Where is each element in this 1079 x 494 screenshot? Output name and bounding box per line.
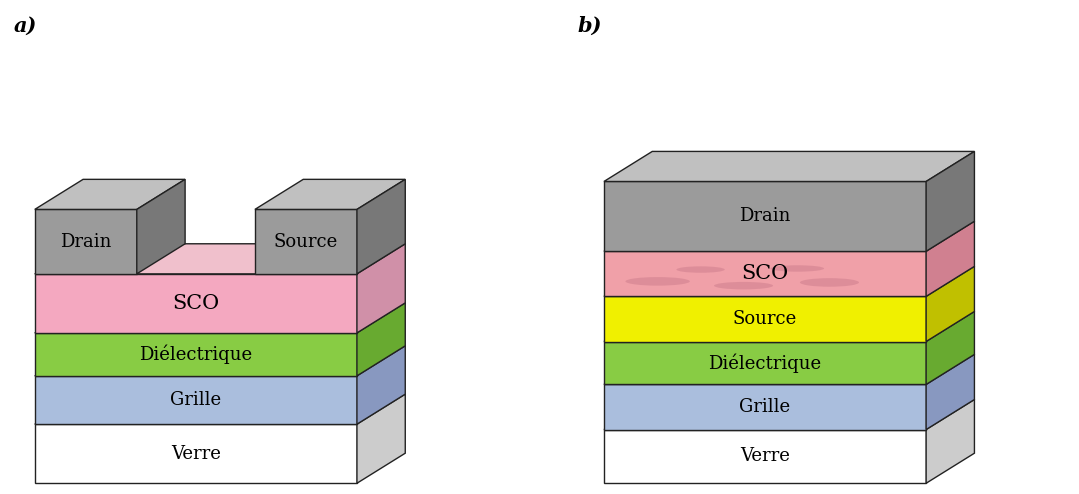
Text: Diélectrique: Diélectrique (139, 345, 252, 364)
Polygon shape (35, 424, 357, 483)
Polygon shape (35, 376, 357, 424)
Polygon shape (35, 303, 406, 333)
Polygon shape (35, 179, 186, 209)
Polygon shape (604, 341, 926, 384)
Text: Source: Source (733, 310, 797, 328)
Polygon shape (604, 152, 974, 181)
Polygon shape (35, 274, 357, 333)
Polygon shape (604, 430, 926, 483)
Polygon shape (35, 209, 137, 274)
Polygon shape (604, 354, 974, 384)
Polygon shape (255, 209, 357, 274)
Polygon shape (35, 394, 406, 424)
Polygon shape (604, 266, 974, 296)
Text: a): a) (13, 16, 37, 36)
Polygon shape (926, 400, 974, 483)
Ellipse shape (714, 282, 773, 289)
Text: Drain: Drain (739, 207, 791, 225)
Ellipse shape (800, 278, 859, 287)
Polygon shape (604, 221, 974, 251)
Polygon shape (604, 400, 974, 430)
Polygon shape (357, 346, 406, 424)
Polygon shape (604, 251, 926, 296)
Polygon shape (926, 221, 974, 296)
Text: Grille: Grille (739, 398, 791, 416)
Text: SCO: SCO (173, 294, 219, 313)
Polygon shape (137, 179, 186, 274)
Polygon shape (926, 266, 974, 341)
Polygon shape (35, 244, 406, 274)
Text: Drain: Drain (60, 233, 111, 250)
Polygon shape (604, 181, 926, 251)
Polygon shape (357, 394, 406, 483)
Polygon shape (604, 311, 974, 341)
Polygon shape (357, 244, 406, 333)
Text: SCO: SCO (741, 264, 789, 284)
Ellipse shape (677, 266, 725, 273)
Text: Verre: Verre (740, 448, 790, 465)
Text: Verre: Verre (170, 445, 221, 463)
Polygon shape (35, 346, 406, 376)
Ellipse shape (770, 265, 824, 272)
Polygon shape (926, 152, 974, 251)
Polygon shape (255, 179, 406, 209)
Polygon shape (926, 354, 974, 430)
Polygon shape (604, 384, 926, 430)
Polygon shape (357, 179, 406, 274)
Polygon shape (35, 333, 357, 376)
Text: b): b) (577, 16, 602, 36)
Text: Source: Source (274, 233, 338, 250)
Polygon shape (604, 296, 926, 341)
Text: Diélectrique: Diélectrique (709, 353, 821, 373)
Polygon shape (357, 303, 406, 376)
Polygon shape (926, 311, 974, 384)
Text: Grille: Grille (170, 391, 221, 409)
Ellipse shape (626, 277, 689, 286)
